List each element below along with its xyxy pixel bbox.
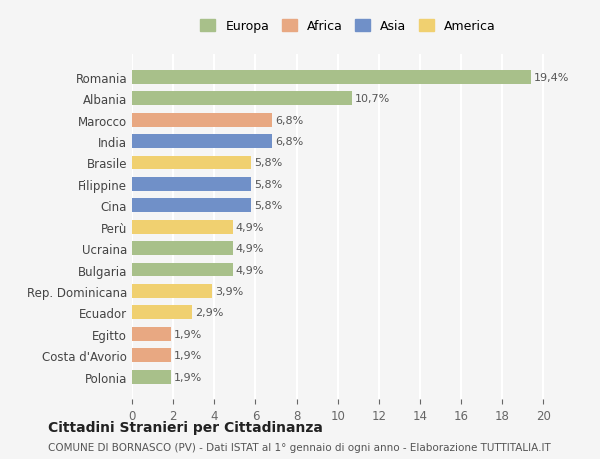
Text: COMUNE DI BORNASCO (PV) - Dati ISTAT al 1° gennaio di ogni anno - Elaborazione T: COMUNE DI BORNASCO (PV) - Dati ISTAT al …: [48, 442, 551, 452]
Bar: [132, 327, 171, 341]
Legend: Europa, Africa, Asia, America: Europa, Africa, Asia, America: [197, 17, 499, 37]
Bar: [132, 178, 251, 191]
Text: 5,8%: 5,8%: [254, 201, 283, 211]
Bar: [132, 241, 233, 256]
Text: 4,9%: 4,9%: [236, 265, 264, 275]
Bar: [132, 263, 233, 277]
Text: 1,9%: 1,9%: [174, 350, 202, 360]
Text: 4,9%: 4,9%: [236, 222, 264, 232]
Bar: [132, 71, 531, 84]
Bar: [132, 284, 212, 298]
Bar: [132, 220, 233, 234]
Text: 3,9%: 3,9%: [215, 286, 244, 296]
Text: 6,8%: 6,8%: [275, 137, 303, 147]
Text: 1,9%: 1,9%: [174, 372, 202, 382]
Text: 10,7%: 10,7%: [355, 94, 391, 104]
Bar: [132, 135, 272, 149]
Text: 4,9%: 4,9%: [236, 244, 264, 253]
Bar: [132, 113, 272, 127]
Bar: [132, 370, 171, 384]
Text: 1,9%: 1,9%: [174, 329, 202, 339]
Text: 2,9%: 2,9%: [195, 308, 223, 318]
Bar: [132, 92, 352, 106]
Bar: [132, 348, 171, 362]
Bar: [132, 199, 251, 213]
Text: 5,8%: 5,8%: [254, 158, 283, 168]
Bar: [132, 156, 251, 170]
Text: 19,4%: 19,4%: [534, 73, 569, 83]
Text: 6,8%: 6,8%: [275, 115, 303, 125]
Bar: [132, 306, 191, 319]
Text: 5,8%: 5,8%: [254, 179, 283, 190]
Text: Cittadini Stranieri per Cittadinanza: Cittadini Stranieri per Cittadinanza: [48, 420, 323, 435]
